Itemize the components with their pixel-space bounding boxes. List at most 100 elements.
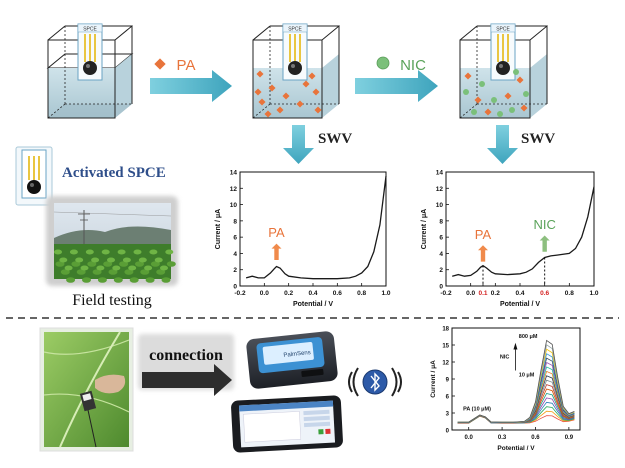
connection-arrow: connection <box>138 334 234 396</box>
x-tick-label: 0.4 <box>308 290 317 297</box>
x-tick-label: 0.6 <box>531 435 540 441</box>
plot-frame <box>445 171 595 287</box>
crop-leaf <box>71 261 81 267</box>
y-tick-label: 12 <box>436 186 444 193</box>
concentration-series-line <box>457 339 575 423</box>
field-testing-label: Field testing <box>72 292 152 309</box>
x-tick-label: 1.0 <box>589 290 598 297</box>
y-tick-label: 3 <box>446 412 450 418</box>
pa-particle <box>474 96 482 104</box>
activated-spce-label: Activated SPCE <box>62 165 166 181</box>
y-axis-label: Current / μA <box>215 209 222 249</box>
x-tick-label: 0.8 <box>357 290 366 297</box>
activated-spce: Activated SPCE <box>15 146 166 206</box>
y-tick-label: 2 <box>439 267 443 274</box>
crop-leaf <box>59 257 68 263</box>
connection-label: connection <box>149 347 223 364</box>
crop-leaf <box>96 265 105 271</box>
crop-leaf <box>154 257 163 263</box>
field-photo: Field testing <box>46 196 178 309</box>
chart-pa: -0.2 0.0 0.2 0.4 0.6 0.8 1.0 0 2 4 6 8 10 12 14 Potenti… <box>215 170 391 309</box>
x-tick-label: 0.0 <box>466 290 475 297</box>
nic-particle <box>479 81 485 87</box>
swv-label-2: SWV <box>521 131 555 147</box>
beaker-bare-electrode: SPCE <box>46 23 134 119</box>
pa-peak-label: PA <box>475 227 492 242</box>
nic-peak-arrow <box>539 235 550 252</box>
crop-leaf <box>166 261 176 267</box>
tablet-device <box>231 395 343 453</box>
crop-leaf <box>165 249 174 255</box>
crop-leaf <box>82 277 91 283</box>
potentiostat-device: PalmSens <box>246 331 338 389</box>
nic-particle <box>471 109 477 115</box>
pa-particle <box>256 70 264 78</box>
x-tick-label: 0.0 <box>465 435 474 441</box>
x-tick-label: 0.2 <box>491 290 500 297</box>
crop-leaf <box>135 261 144 267</box>
crop-leaf <box>66 277 76 283</box>
crop-leaf <box>64 265 73 271</box>
x-tick-label: 0.3 <box>498 435 507 441</box>
y-tick-label: 4 <box>439 251 443 258</box>
crop-leaf <box>128 265 137 271</box>
crop-leaf <box>160 265 168 271</box>
spce-chip-label: SPCE <box>288 27 302 33</box>
pa-particle <box>258 98 266 106</box>
crop-leaf <box>161 277 171 283</box>
y-tick-label: 6 <box>439 235 443 242</box>
pa-peak-arrow <box>271 243 282 260</box>
x-axis-label: Potential / V <box>500 301 540 308</box>
crop-leaf <box>122 257 131 263</box>
x-tick-label: -0.2 <box>440 290 452 297</box>
pa-particle <box>314 106 322 114</box>
plot-frame <box>239 171 387 287</box>
nic-peak-label: NIC <box>533 217 555 232</box>
arrow-swv-2: SWV <box>487 125 555 164</box>
y-tick-label: 18 <box>442 327 449 333</box>
annotation-top: 800 μM <box>519 334 538 340</box>
y-tick-label: 6 <box>233 235 237 242</box>
chart-pa-nic: -0.2 0.0 0.1 0.2 0.4 0.6 0.8 1.0 0 2 4 6 8 10 12 14 Pote… <box>421 170 599 309</box>
annotation-bottom: 10 μM <box>519 373 535 379</box>
pa-voltammogram-line <box>245 176 387 280</box>
crop-leaf <box>119 261 129 267</box>
crop-leaf <box>145 277 155 283</box>
y-tick-label: 0 <box>439 284 443 291</box>
pa-particle <box>254 88 262 96</box>
pa-particle <box>520 104 528 112</box>
y-tick-label: 8 <box>439 218 443 225</box>
x-tick-label: 0.1 <box>478 290 487 297</box>
crop-leaf <box>149 249 158 255</box>
pa-particle <box>308 72 316 80</box>
pa-peak-arrow <box>478 245 488 262</box>
pa-nic-voltammogram-line <box>452 186 595 277</box>
crop-leaf <box>140 269 150 275</box>
pa-particle <box>484 108 492 116</box>
crop-leaf <box>91 257 100 263</box>
x-tick-label: 0.6 <box>333 290 342 297</box>
pa-marker-icon <box>154 58 166 70</box>
crop-leaf <box>60 269 70 275</box>
chart-overlay: 0.0 0.3 0.6 0.9 0 3 6 9 12 15 18 Potential / V Curre… <box>430 327 581 452</box>
crop-leaf <box>55 261 65 267</box>
swv-label-1: SWV <box>318 131 352 147</box>
y-axis-label: Current / μA <box>430 360 437 398</box>
arrow-add-nic: NIC <box>355 56 438 102</box>
crop-leaf <box>144 265 153 271</box>
y-tick-label: 0 <box>446 429 450 435</box>
y-tick-label: 14 <box>230 170 238 177</box>
y-tick-label: 8 <box>233 218 237 225</box>
crop-leaf <box>54 249 62 255</box>
nic-particle <box>509 107 515 113</box>
pa-particle <box>516 76 524 84</box>
x-axis-label: Potential / V <box>293 301 333 308</box>
crop-leaf <box>75 257 84 263</box>
crop-leaf <box>156 269 166 275</box>
pa-label: PA <box>177 57 196 74</box>
pa-particle <box>296 100 304 108</box>
crop-leaf <box>112 265 121 271</box>
pa-particle <box>276 106 284 114</box>
